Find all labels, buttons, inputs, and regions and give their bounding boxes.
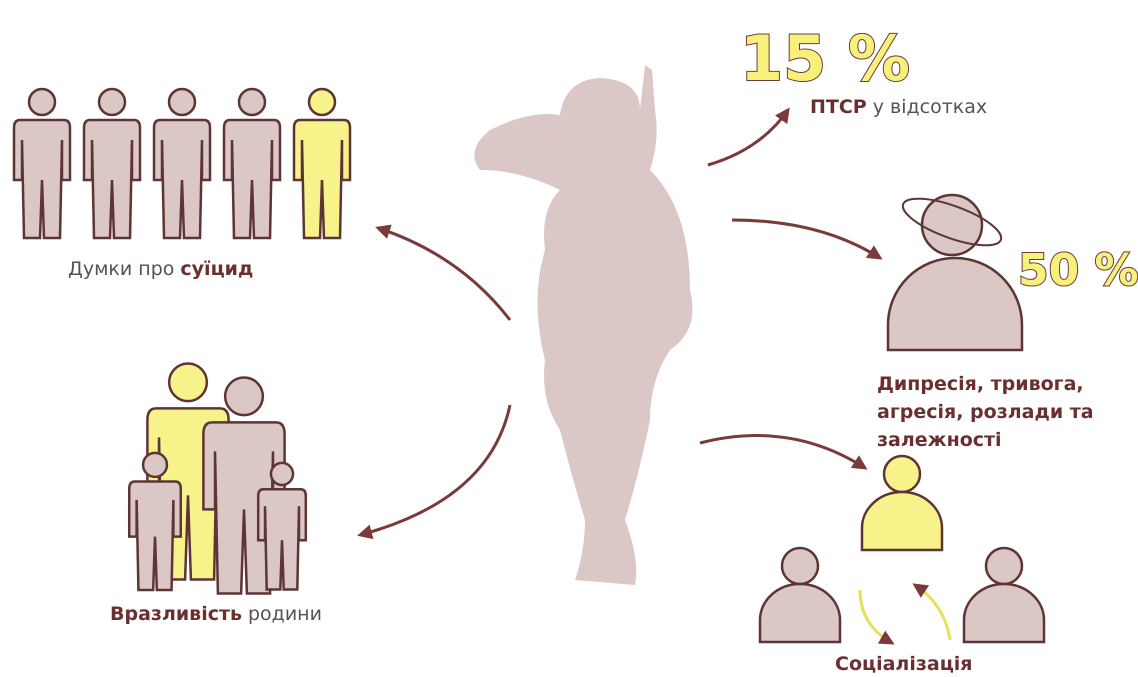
- arrow: [378, 228, 510, 320]
- ptsd-percent: 15 %: [740, 22, 910, 95]
- person-body: [224, 120, 280, 238]
- suicide-rest: Думки про: [68, 258, 174, 280]
- family-bold: Вразливість: [110, 603, 242, 625]
- person-head: [271, 463, 293, 485]
- person-head: [986, 548, 1022, 584]
- person-head: [884, 456, 920, 492]
- arrow: [915, 585, 950, 640]
- person-head: [169, 89, 195, 115]
- person-head: [143, 453, 167, 477]
- family-rest: родини: [248, 603, 322, 625]
- arrow: [360, 405, 510, 535]
- person-body: [862, 492, 942, 550]
- infographic: 15 % ПТСР у відсотках 50 % Дипресія, трив…: [0, 0, 1138, 677]
- person-head: [239, 89, 265, 115]
- person-body: [154, 120, 210, 238]
- arrow: [860, 590, 892, 643]
- mental-line: Дипресія, тривога,: [877, 373, 1084, 395]
- person-head: [169, 363, 207, 401]
- person-body: [760, 584, 840, 642]
- suicide-bold: суїцид: [180, 258, 253, 280]
- soldier: [474, 65, 692, 585]
- arrow: [708, 110, 788, 165]
- person-head: [99, 89, 125, 115]
- person-head: [225, 377, 263, 415]
- person-body: [258, 489, 306, 589]
- ptsd-rest: у відсотках: [873, 96, 987, 118]
- mental-line: залежності: [877, 429, 1002, 451]
- person-body: [294, 120, 350, 238]
- arrow: [700, 436, 865, 468]
- person-body: [129, 481, 181, 590]
- person-body: [84, 120, 140, 238]
- mental-line: агресія, розлади та: [877, 401, 1094, 423]
- globe: [922, 195, 982, 255]
- arrow: [732, 220, 880, 258]
- mental-percent: 50 %: [1018, 245, 1138, 296]
- suicide-label: Думки про суїцид: [68, 258, 253, 280]
- person-head: [29, 89, 55, 115]
- ptsd-bold: ПТСР: [810, 96, 867, 118]
- person-body: [964, 584, 1044, 642]
- head-person: [888, 258, 1022, 350]
- social-label: Соціалізація: [835, 653, 973, 675]
- family-label: Вразливість родини: [110, 603, 322, 625]
- person-body: [14, 120, 70, 238]
- person-head: [782, 548, 818, 584]
- person-head: [309, 89, 335, 115]
- ptsd-label: ПТСР у відсотках: [810, 96, 987, 118]
